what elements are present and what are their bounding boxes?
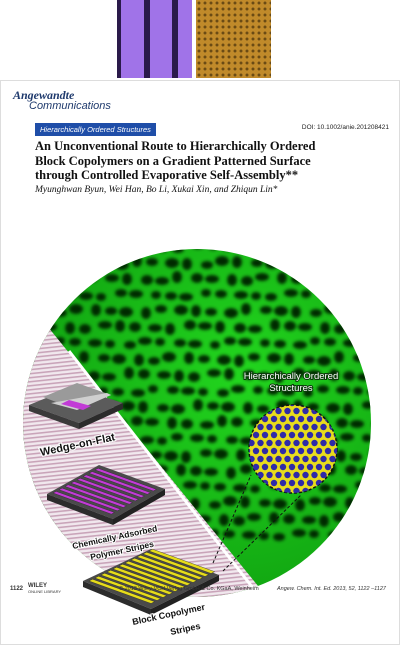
journal-section: Communications [29, 100, 111, 112]
micrograph-thumbnail-gold [196, 0, 271, 78]
journal-logo: Angewandte Communications [13, 89, 111, 112]
wedge-on-flat-illustration [29, 383, 123, 429]
journal-page: Angewandte Communications Hierarchically… [0, 80, 400, 645]
wiley-logo: WILEY ONLINE LIBRARY [28, 583, 61, 595]
journal-citation: Angew. Chem. Int. Ed. 2013, 52, 1122 –11… [277, 586, 386, 592]
wiley-subtitle: ONLINE LIBRARY [28, 589, 62, 594]
copyright-notice: © 2013 Wiley-VCH Verlag GmbH & Co. KGaA,… [119, 586, 259, 592]
micrograph-thumbnail-purple [117, 0, 192, 78]
author-list: Myunghwan Byun, Wei Han, Bo Li, Xukai Xi… [35, 185, 278, 195]
page-number: 1122 [10, 586, 24, 592]
polymer-stripes [52, 468, 157, 515]
journal-name: Angewandte [13, 88, 75, 102]
article-title: An Unconventional Route to Hierarchicall… [35, 139, 385, 183]
doi-link[interactable]: DOI: 10.1002/anie.201208421 [301, 124, 389, 131]
title-line: through Controlled Evaporative Self-Asse… [35, 168, 299, 182]
title-line: An Unconventional Route to Hierarchicall… [35, 139, 316, 153]
copolymer-stripes [88, 548, 216, 604]
label-hierarchical-2: Structures [269, 383, 313, 394]
section-tag: Hierarchically Ordered Structures [35, 123, 156, 136]
cover-figure: Wedge-on-Flat Chemically Adsorbed Polyme… [23, 249, 371, 638]
thumbnail-strip [0, 0, 400, 78]
page-footer: 1122 WILEY ONLINE LIBRARY © 2013 Wiley-V… [1, 581, 400, 601]
chemical-stripes-illustration [47, 465, 165, 525]
block-copolymer-illustration [83, 548, 219, 615]
title-line: Block Copolymers on a Gradient Patterned… [35, 153, 311, 168]
wiley-wordmark: WILEY [28, 583, 47, 589]
hexagonal-inset [248, 404, 338, 494]
label-block-2: Stripes [169, 621, 201, 637]
label-hierarchical-1: Hierarchically Ordered [244, 371, 339, 382]
